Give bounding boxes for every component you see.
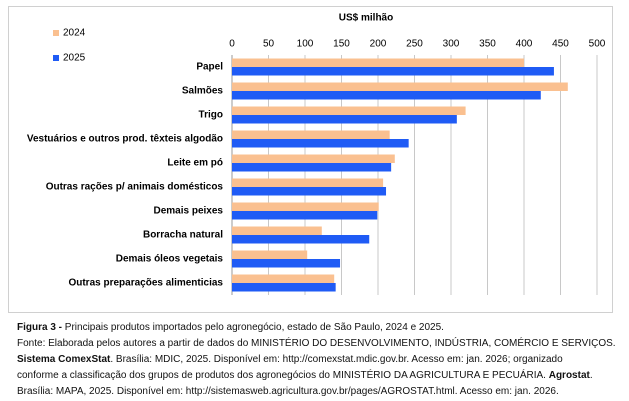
legend-label: 2025 <box>63 53 86 64</box>
bar <box>232 115 457 124</box>
bar <box>232 211 378 220</box>
bar <box>232 82 568 91</box>
x-tick-label: 150 <box>333 39 350 50</box>
x-tick-label: 450 <box>552 39 569 50</box>
category-label: Borracha natural <box>143 230 223 241</box>
category-label: Salmões <box>182 86 224 97</box>
chart: US$ milhão 0 50 100 150 200 250 300 350 400 450 50… <box>8 6 613 313</box>
x-tick-label: 350 <box>479 39 496 50</box>
category-label: Vestuários e outros prod. têxteis algodã… <box>27 134 223 145</box>
x-tick-label: 300 <box>443 39 460 50</box>
category-label: Trigo <box>199 110 223 121</box>
caption-text: Brasília: MAPA, 2025. Disponível em: htt… <box>17 386 559 397</box>
caption-text: Principais produtos importados pelo agro… <box>62 322 444 333</box>
caption-line: Sistema ComexStat. Brasília: MDIC, 2025.… <box>17 352 616 368</box>
legend-swatch <box>53 55 59 61</box>
bar <box>232 178 384 187</box>
bar <box>232 91 541 100</box>
caption-bold-text: Figura 3 - <box>17 322 63 333</box>
x-tick-label: 50 <box>263 39 275 50</box>
category-label: Demais óleos vegetais <box>116 254 224 265</box>
bar <box>232 226 322 235</box>
category-label: Outras preparações alimenticias <box>68 278 223 289</box>
bar <box>232 154 395 163</box>
bar <box>232 274 335 283</box>
caption-line: Figura 3 - Principais produtos importado… <box>17 320 616 336</box>
bar <box>232 130 390 139</box>
bar <box>232 58 524 67</box>
bar <box>232 106 466 115</box>
category-label: Papel <box>196 62 223 73</box>
legend-swatch <box>53 30 59 36</box>
bar <box>232 250 308 259</box>
caption-line: Brasília: MAPA, 2025. Disponível em: htt… <box>17 384 616 400</box>
caption-text: conforme a classificação dos grupos de p… <box>17 370 549 381</box>
caption-bold-text: Sistema ComexStat <box>17 354 111 365</box>
axis-title: US$ milhão <box>339 13 393 24</box>
x-tick-label: 200 <box>370 39 387 50</box>
caption: Figura 3 - Principais produtos importado… <box>17 320 616 400</box>
bar <box>232 187 387 196</box>
x-tick-label: 250 <box>406 39 423 50</box>
caption-text: . Brasília: MDIC, 2025. Disponível em: h… <box>110 354 563 365</box>
x-tick-label: 100 <box>297 39 314 50</box>
caption-bold-text: Agrostat <box>548 370 590 381</box>
bar <box>232 235 370 244</box>
bar <box>232 163 392 172</box>
category-label: Leite em pó <box>167 158 223 169</box>
bar <box>232 139 409 148</box>
category-label: Outras rações p/ animais domésticos <box>46 182 224 193</box>
x-tick-label: 500 <box>589 39 606 50</box>
category-label: Demais peixes <box>154 206 224 217</box>
caption-line: conforme a classificação dos grupos de p… <box>17 368 616 384</box>
caption-text: Fonte: Elaborada pelos autores a partir … <box>17 338 616 349</box>
bar <box>232 259 341 268</box>
caption-text: . <box>589 370 593 381</box>
x-tick-label: 400 <box>516 39 533 50</box>
x-tick-label: 0 <box>229 39 235 50</box>
bar <box>232 67 554 76</box>
bar <box>232 202 379 211</box>
bar <box>232 283 336 292</box>
legend-label: 2024 <box>63 28 86 39</box>
caption-line: Fonte: Elaborada pelos autores a partir … <box>17 336 616 352</box>
